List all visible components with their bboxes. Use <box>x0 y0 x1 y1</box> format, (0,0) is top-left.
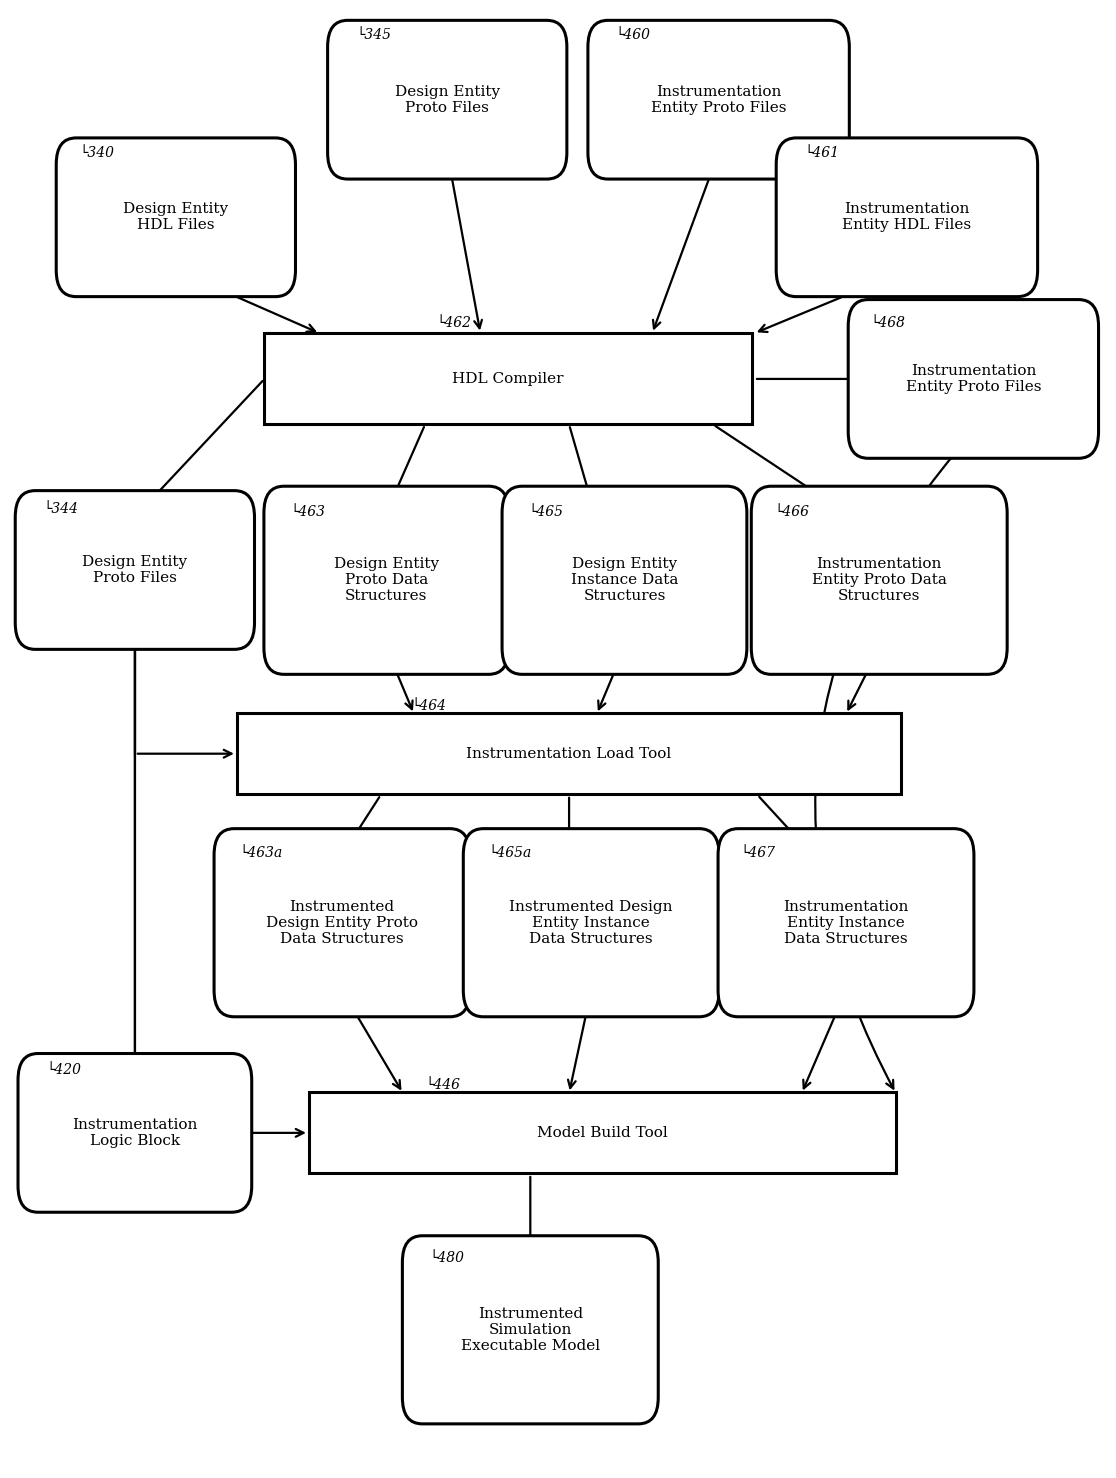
Text: └345: └345 <box>356 28 392 43</box>
Text: Instrumented Design
Entity Instance
Data Structures: Instrumented Design Entity Instance Data… <box>510 900 673 946</box>
FancyBboxPatch shape <box>463 829 719 1017</box>
Text: └340: └340 <box>79 146 115 160</box>
Text: └461: └461 <box>804 146 839 160</box>
Bar <box>264 334 752 424</box>
FancyBboxPatch shape <box>718 829 974 1017</box>
Bar <box>309 1092 896 1174</box>
Text: Instrumentation
Entity HDL Files: Instrumentation Entity HDL Files <box>843 202 971 232</box>
FancyBboxPatch shape <box>328 21 567 179</box>
Text: Instrumentation
Entity Proto Files: Instrumentation Entity Proto Files <box>651 84 787 115</box>
Text: Instrumentation Load Tool: Instrumentation Load Tool <box>466 746 672 761</box>
Text: └460: └460 <box>616 28 651 43</box>
Text: Design Entity
Proto Data
Structures: Design Entity Proto Data Structures <box>334 557 439 603</box>
Text: Instrumented
Simulation
Executable Model: Instrumented Simulation Executable Model <box>461 1307 600 1352</box>
FancyBboxPatch shape <box>263 486 509 674</box>
Text: Instrumentation
Entity Proto Files: Instrumentation Entity Proto Files <box>905 364 1041 395</box>
FancyBboxPatch shape <box>16 491 254 649</box>
Text: Design Entity
Proto Files: Design Entity Proto Files <box>395 84 500 115</box>
Text: └466: └466 <box>775 504 809 519</box>
Text: Instrumentation
Entity Instance
Data Structures: Instrumentation Entity Instance Data Str… <box>783 900 908 946</box>
FancyBboxPatch shape <box>502 486 747 674</box>
Text: Instrumentation
Entity Proto Data
Structures: Instrumentation Entity Proto Data Struct… <box>811 557 946 603</box>
Text: └462: └462 <box>436 316 471 331</box>
Text: └468: └468 <box>870 316 905 331</box>
FancyBboxPatch shape <box>751 486 1007 674</box>
FancyBboxPatch shape <box>777 137 1038 297</box>
Text: └465a: └465a <box>488 845 531 860</box>
Text: Design Entity
Proto Files: Design Entity Proto Files <box>83 554 187 585</box>
Bar <box>237 714 902 794</box>
FancyBboxPatch shape <box>18 1054 252 1212</box>
Text: └464: └464 <box>412 699 446 712</box>
Text: └446: └446 <box>425 1077 460 1092</box>
Text: └344: └344 <box>42 501 78 516</box>
Text: └463a: └463a <box>239 845 282 860</box>
FancyBboxPatch shape <box>588 21 849 179</box>
Text: Instrumentation
Logic Block: Instrumentation Logic Block <box>73 1117 198 1148</box>
Text: Design Entity
Instance Data
Structures: Design Entity Instance Data Structures <box>570 557 679 603</box>
Text: Design Entity
HDL Files: Design Entity HDL Files <box>123 202 229 232</box>
Text: └480: └480 <box>430 1252 464 1265</box>
FancyBboxPatch shape <box>56 137 296 297</box>
Text: HDL Compiler: HDL Compiler <box>452 372 564 386</box>
Text: └467: └467 <box>741 845 776 860</box>
FancyBboxPatch shape <box>214 829 470 1017</box>
Text: └463: └463 <box>290 504 325 519</box>
Text: Instrumented
Design Entity Proto
Data Structures: Instrumented Design Entity Proto Data St… <box>266 900 418 946</box>
Text: Model Build Tool: Model Build Tool <box>537 1126 667 1140</box>
Text: └465: └465 <box>528 504 564 519</box>
Text: └420: └420 <box>46 1063 81 1077</box>
FancyBboxPatch shape <box>848 300 1098 458</box>
FancyBboxPatch shape <box>403 1236 658 1423</box>
